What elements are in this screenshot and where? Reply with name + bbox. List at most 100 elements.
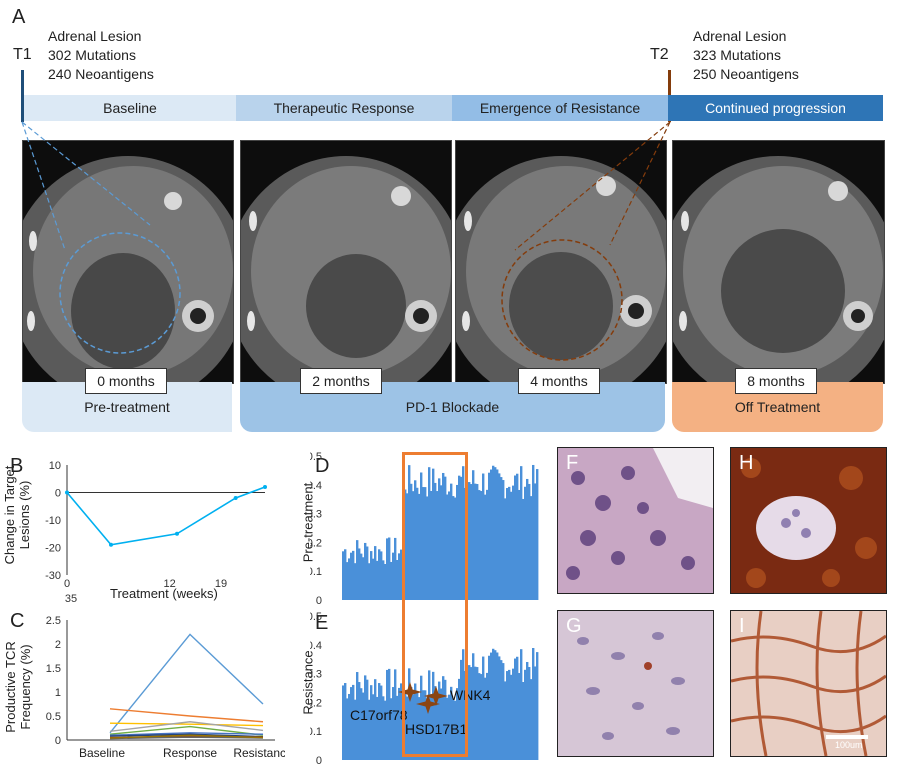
chart-d-bar xyxy=(430,490,433,600)
t1-lesion-circle xyxy=(59,232,181,354)
chart-c-series-line xyxy=(109,725,264,736)
chart-c-ytick: 0.5 xyxy=(46,711,61,723)
chart-e-bar xyxy=(408,668,411,760)
panel-label-a: A xyxy=(12,6,26,28)
chart-e-bar xyxy=(432,671,435,760)
chart-e-bar xyxy=(352,684,355,760)
chart-d-bar xyxy=(414,480,417,600)
chart-b-ytick: -10 xyxy=(45,515,61,527)
chart-d-bar xyxy=(478,490,481,600)
chart-e-ytick: 0.5 xyxy=(310,611,322,623)
t2-lesion-circle xyxy=(501,239,623,361)
month-label-8: 8 months xyxy=(735,368,817,394)
chart-e-bar xyxy=(438,681,441,760)
chart-e-bar xyxy=(420,675,423,760)
chart-e-bar xyxy=(360,688,363,760)
chart-d-ytick: 0.5 xyxy=(310,451,322,463)
chart-d-bar xyxy=(524,486,527,600)
chart-d-bar xyxy=(490,469,493,600)
chart-b-point xyxy=(175,531,179,536)
t2-info: Adrenal Lesion 323 Mutations 250 Neoanti… xyxy=(693,27,799,84)
chart-c-ytick: 0 xyxy=(55,735,61,747)
chart-e-ytick: 0 xyxy=(316,755,322,767)
chart-d-bar xyxy=(358,548,361,600)
chart-d-bar xyxy=(364,542,367,600)
month-label-0: 0 months xyxy=(85,368,167,394)
chart-c-series-line xyxy=(109,708,264,723)
chart-e-bar xyxy=(490,652,493,760)
chart-e-bar xyxy=(484,677,487,760)
chart-e-ytick: 0.1 xyxy=(310,726,322,738)
phase-baseline: Baseline xyxy=(24,95,236,121)
chart-d-bar xyxy=(460,476,463,600)
chart-e-bar xyxy=(346,698,349,760)
ihc-panel-g: G xyxy=(557,610,714,757)
chart-d-bar xyxy=(508,486,511,600)
chart-e-bar xyxy=(430,694,433,760)
chart-d-bar xyxy=(442,472,445,600)
chart-d-ytick: 0.3 xyxy=(310,509,322,521)
chart-d-bar xyxy=(530,496,533,600)
chart-c-series-line xyxy=(109,733,264,738)
chart-d-bar xyxy=(504,498,507,600)
chart-d-bar xyxy=(454,497,457,600)
t1-zoom-line-left xyxy=(21,121,66,251)
chart-d: 0.5 0.4 0.3 0.2 0.1 0 xyxy=(310,451,539,607)
chart-c-ytick: 1.5 xyxy=(46,663,61,675)
chart-e-bar xyxy=(390,698,393,760)
chart-d-bar xyxy=(410,483,413,600)
chart-e-bar xyxy=(536,652,539,760)
chart-d-bar xyxy=(412,491,415,600)
chart-e-bar xyxy=(418,697,421,760)
chart-d-bar xyxy=(458,475,461,600)
chart-d-bar xyxy=(522,498,525,600)
chart-b-ytick: -20 xyxy=(45,543,61,555)
chart-e-bar xyxy=(410,686,413,760)
chart-d-bar xyxy=(394,537,397,600)
chart-e-bar xyxy=(394,669,397,760)
chart-d-bar xyxy=(518,489,521,600)
chart-e-bar xyxy=(444,679,447,760)
chart-d-bar xyxy=(354,563,357,600)
chart-e-bar xyxy=(378,683,381,760)
chart-d-bar xyxy=(432,468,435,600)
t1-timeline-marker xyxy=(21,70,24,122)
treatment-pd1-label: PD-1 Blockade xyxy=(405,399,500,415)
chart-e-bar xyxy=(400,683,403,760)
chart-e-bar xyxy=(532,648,535,760)
ct-scan-0-months xyxy=(22,140,234,384)
t2-zoom-line-right xyxy=(609,121,671,246)
chart-e: 0.5 0.4 0.3 0.2 0.1 0 C17orf78 WNK4 HSD17B1 xyxy=(310,611,539,767)
chart-e-ytick: 0.3 xyxy=(310,669,322,681)
chart-d-bar xyxy=(506,488,509,600)
chart-e-bar xyxy=(412,694,415,760)
chart-d-bar xyxy=(376,560,379,600)
chart-b-point xyxy=(263,485,267,489)
chart-d-bar xyxy=(426,496,429,600)
t2-title: Adrenal Lesion xyxy=(693,28,787,44)
chart-e-bar xyxy=(416,690,419,760)
chart-d-bar xyxy=(400,549,403,600)
chart-d-bar xyxy=(536,469,539,600)
chart-e-bar xyxy=(384,700,387,760)
chart-b-xtick: 12 xyxy=(164,578,176,590)
phase-progression-label: Continued progression xyxy=(705,100,846,116)
chart-e-gene-marker xyxy=(416,694,440,714)
chart-d-bar xyxy=(428,467,431,600)
chart-e-bar xyxy=(468,665,471,760)
chart-d-bar xyxy=(484,494,487,600)
panel-label-h: H xyxy=(739,452,754,474)
chart-b-ytick: 10 xyxy=(49,460,61,472)
phase-continued-progression: Continued progression xyxy=(668,95,883,121)
chart-e-bar xyxy=(422,690,425,760)
panel-label-f: F xyxy=(566,452,579,474)
highlight-region xyxy=(402,452,468,757)
chart-d-bar xyxy=(366,546,369,600)
chart-d-bar xyxy=(494,467,497,600)
chart-d-bar xyxy=(348,558,351,600)
chart-d-ytick: 0 xyxy=(316,595,322,607)
chart-c: 2.5 2 1.5 1 0.5 0 Baseline Response Resistance xyxy=(46,615,285,760)
chart-e-bar xyxy=(528,666,531,760)
chart-d-bar xyxy=(378,549,381,600)
